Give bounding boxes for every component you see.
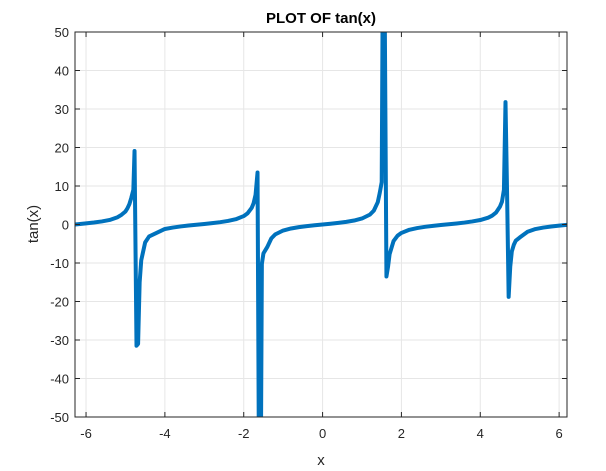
- y-tick-labels: -50 -40 -30 -20 -10 0 10 20 30 40 50: [50, 25, 69, 425]
- x-tick-label: 4: [477, 426, 484, 441]
- x-tick-label: 6: [555, 426, 562, 441]
- x-tick-label: -6: [80, 426, 92, 441]
- y-tick-label: 30: [55, 102, 69, 117]
- x-tick-label: -2: [238, 426, 250, 441]
- x-tick-label: 2: [398, 426, 405, 441]
- y-tick-label: 20: [55, 141, 69, 156]
- y-tick-label: 50: [55, 25, 69, 40]
- data-series-layer: [75, 32, 567, 417]
- x-tick-labels: -6 -4 -2 0 2 4 6: [80, 426, 562, 441]
- y-tick-label: -40: [50, 372, 69, 387]
- y-tick-label: -20: [50, 295, 69, 310]
- chart-title: PLOT OF tan(x): [266, 10, 376, 27]
- x-axis-label: x: [317, 452, 325, 469]
- y-axis-label: tan(x): [25, 205, 42, 243]
- y-tick-label: -50: [50, 410, 69, 425]
- y-tick-label: -10: [50, 256, 69, 271]
- x-tick-label: -4: [159, 426, 171, 441]
- y-tick-label: 10: [55, 179, 69, 194]
- series-line-tan: [75, 32, 567, 417]
- y-tick-label: -30: [50, 333, 69, 348]
- tick-marks: [75, 31, 567, 418]
- x-tick-label: 0: [319, 426, 326, 441]
- y-tick-label: 0: [62, 218, 69, 233]
- y-tick-label: 40: [55, 64, 69, 79]
